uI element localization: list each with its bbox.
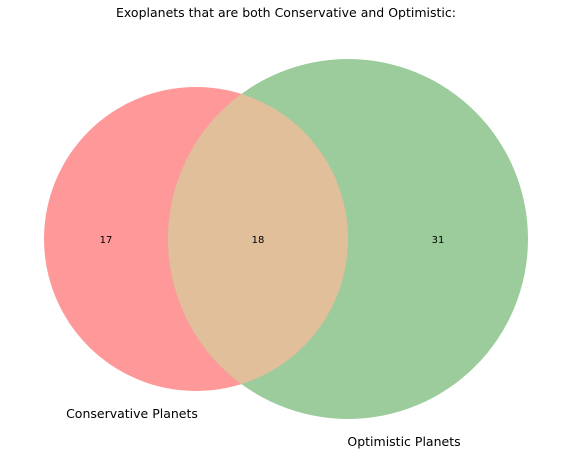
conservative-set-label: Conservative Planets [66,406,198,421]
intersection-count: 18 [252,235,265,246]
intersection-region [168,87,348,391]
conservative-only-count: 17 [100,235,113,246]
diagram-title: Exoplanets that are both Conservative an… [116,5,456,20]
optimistic-only-count: 31 [432,235,445,246]
optimistic-set-label: Optimistic Planets [347,434,460,449]
